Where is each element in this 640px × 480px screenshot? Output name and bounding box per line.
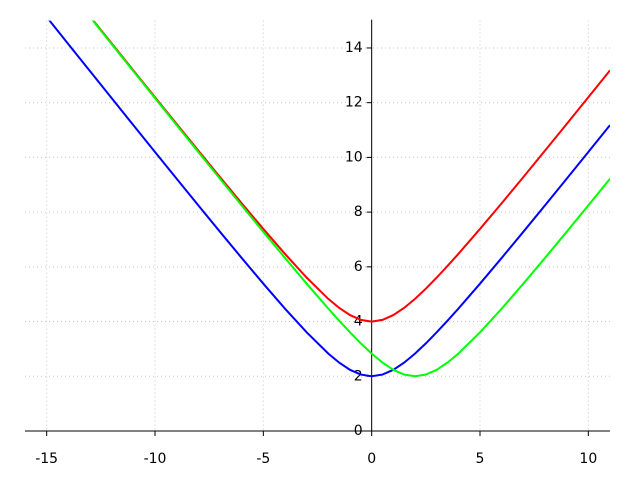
- x-tick-label: 5: [476, 451, 485, 467]
- x-tick-label: -5: [256, 451, 270, 467]
- y-tick-label: 0: [354, 423, 363, 439]
- plot-area: [48, 20, 610, 378]
- y-tick-label: 8: [354, 204, 363, 220]
- y-tick-label: 2: [354, 368, 363, 384]
- y-tick-label: 14: [345, 40, 363, 56]
- y-tick-label: 10: [345, 149, 363, 165]
- line-series: [91, 20, 610, 378]
- x-tick-label: 10: [579, 451, 597, 467]
- x-tick-label: 0: [367, 451, 376, 467]
- x-tick-label: -10: [144, 451, 167, 467]
- x-tick-label: -15: [35, 451, 58, 467]
- y-tick-label: 12: [345, 95, 363, 111]
- line-series: [48, 20, 610, 378]
- y-tick-label: 6: [354, 259, 363, 275]
- y-tick-label: 4: [354, 314, 363, 330]
